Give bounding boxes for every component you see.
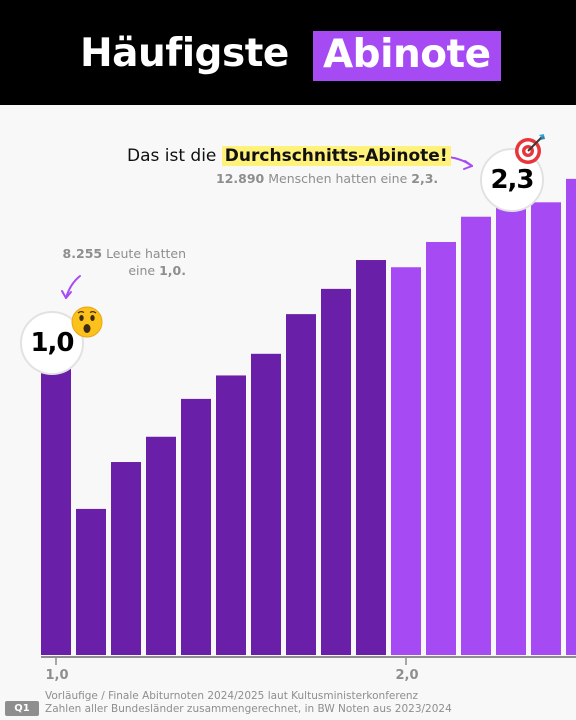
bar-2-1 (426, 241, 456, 655)
grade-badge-1-0: 1,0 (20, 311, 84, 375)
page-title: Häufigste (80, 31, 289, 76)
best-count-grade: 1,0. (159, 263, 186, 278)
count-grade: 2,3. (411, 171, 439, 186)
x-tick-label-2-0: 2,0 (395, 668, 418, 683)
bar-2-0 (391, 267, 421, 655)
bar-1-5 (216, 375, 246, 655)
best-count-value: 8.255 (62, 246, 103, 261)
x-tick-label-1-0: 1,0 (45, 668, 68, 683)
count-value: 12.890 (216, 171, 265, 186)
bar-2-2 (461, 216, 491, 655)
source-note: Vorläufige / Finale Abiturnoten 2024/202… (45, 690, 452, 716)
bar-1-8 (321, 288, 351, 655)
bar-1-2 (111, 462, 141, 655)
average-grade-annotation: Das ist die Durchschnitts-Abinote! (127, 146, 451, 166)
surprised-face-icon (71, 306, 103, 338)
best-count-text: Leute hatten eine (102, 246, 186, 278)
average-grade-count: 12.890 Menschen hatten eine 2,3. (216, 171, 438, 186)
header: Häufigste Abinote (0, 0, 576, 105)
count-text: Menschen hatten eine (264, 171, 412, 186)
bar-1-6 (251, 353, 281, 655)
arrow-to-1-0 (61, 275, 81, 299)
bar-1-4 (181, 398, 211, 655)
annotation-prefix: Das ist die (127, 146, 222, 166)
bar-2-4 (531, 202, 561, 655)
best-grade-annotation: 8.255 Leute hatten eine 1,0. (60, 245, 186, 279)
bar-2-5 (566, 178, 576, 655)
annotation-highlight: Durchschnitts-Abinote! (221, 146, 451, 166)
source-line-1: Vorläufige / Finale Abiturnoten 2024/202… (45, 690, 419, 702)
bar-1-7 (286, 314, 316, 655)
source-line-2: Zahlen aller Bundesländer zusammengerech… (45, 703, 452, 715)
bar-1-3 (146, 436, 176, 655)
bar-1-0 (41, 357, 71, 655)
quarter-tag: Q1 (5, 701, 39, 716)
bar-1-1 (76, 508, 106, 655)
bar-1-9 (356, 260, 386, 655)
bar-2-3 (496, 190, 526, 655)
page-title-highlight: Abinote (313, 31, 501, 81)
target-icon (515, 134, 545, 164)
